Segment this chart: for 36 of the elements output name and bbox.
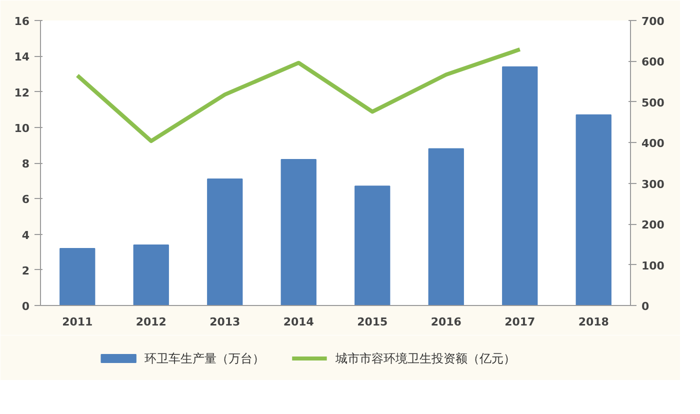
bar	[502, 66, 538, 306]
y2-tick-label: 200	[642, 218, 665, 232]
x-tick-label: 2011	[62, 316, 93, 328]
y2-tick-label: 400	[642, 137, 665, 150]
line-series	[75, 47, 522, 144]
y2-tick-label: 500	[642, 96, 665, 110]
y-tick-label: 2	[22, 264, 30, 278]
y-tick-label: 4	[22, 228, 30, 242]
y2-tick-label: 700	[642, 15, 665, 28]
bar	[280, 158, 316, 306]
x-tick-label: 2015	[357, 316, 388, 328]
y-tick-label: 16	[14, 15, 30, 28]
x-tick-label: 2016	[430, 316, 462, 328]
bar	[133, 244, 169, 306]
bar	[207, 178, 243, 306]
bar	[428, 148, 464, 306]
bar	[354, 186, 390, 306]
y-tick-label: 8	[22, 158, 30, 170]
y2-tick-label: 100	[642, 259, 665, 272]
x-tick-label: 2014	[283, 316, 314, 328]
legend-label: 城市市容环境卫生投资额（亿元）	[334, 352, 516, 366]
bar	[576, 114, 612, 306]
y2-tick-label: 0	[642, 300, 650, 313]
y-tick-label: 10	[14, 122, 30, 135]
y-tick-label: 6	[22, 193, 30, 206]
y2-tick-label: 600	[642, 56, 665, 69]
y-tick-label: 12	[14, 86, 30, 100]
x-tick-label: 2013	[210, 316, 240, 328]
x-tick-label: 2017	[504, 316, 536, 328]
x-tick-label: 2018	[578, 316, 609, 328]
y2-tick-label: 300	[642, 178, 665, 191]
bar	[60, 248, 96, 306]
legend-label: 环卫车生产量（万台）	[144, 352, 265, 366]
y-tick-label: 0	[22, 300, 30, 313]
x-tick-label: 2012	[136, 316, 166, 328]
y-tick-label: 14	[14, 50, 30, 64]
